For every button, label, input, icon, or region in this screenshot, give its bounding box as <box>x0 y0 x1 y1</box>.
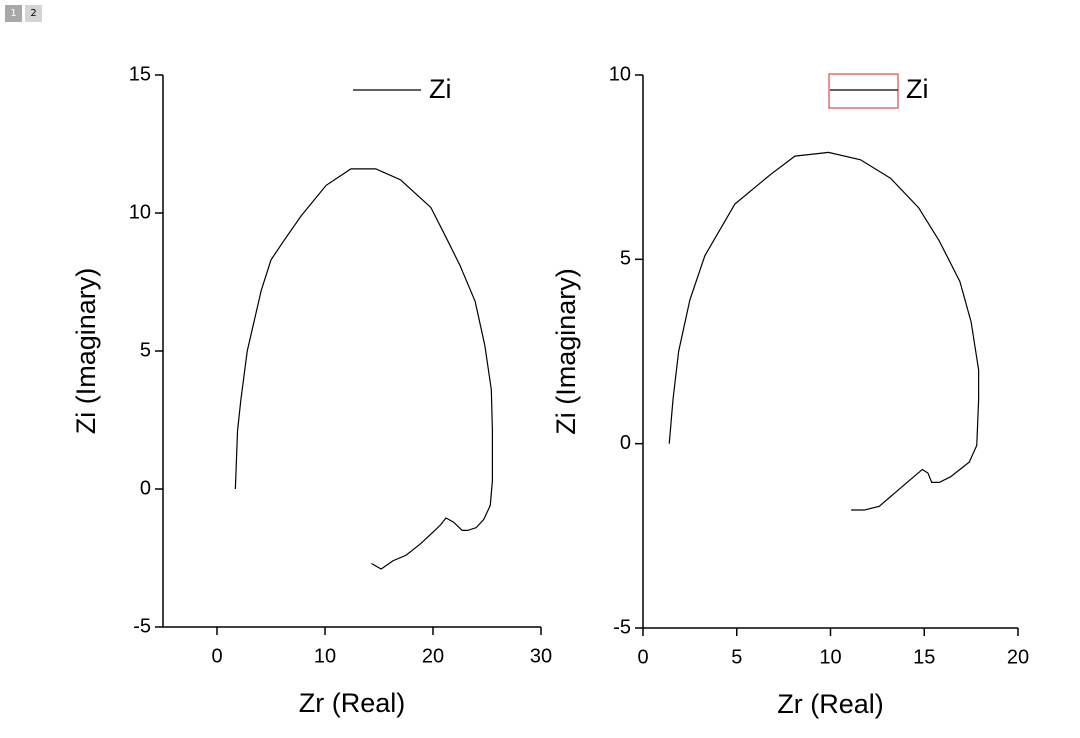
legend-label: Zi <box>429 74 452 104</box>
x-tick-label: 5 <box>731 646 742 668</box>
x-tick-label: 10 <box>314 645 336 667</box>
x-tick-label: 20 <box>1007 646 1029 668</box>
y-tick-label: 15 <box>129 63 151 85</box>
y-axis-title: Zi (Imaginary) <box>551 268 581 435</box>
x-tick-label: 0 <box>637 646 648 668</box>
x-tick-label: 30 <box>530 645 552 667</box>
line <box>234 168 493 570</box>
tab[interactable]: 1 <box>5 5 22 22</box>
line <box>668 151 980 511</box>
x-tick-label: 0 <box>211 645 222 667</box>
y-tick-label: -5 <box>613 616 631 638</box>
y-tick-label: -5 <box>133 615 151 637</box>
y-tick-label: 5 <box>140 339 151 361</box>
y-tick-label: 0 <box>140 477 151 499</box>
y-tick-label: 10 <box>609 63 631 85</box>
y-tick-label: 10 <box>129 201 151 223</box>
y-tick-label: 5 <box>620 248 631 270</box>
legend-label: Zi <box>906 74 929 104</box>
x-axis-title: Zr (Real) <box>299 688 406 718</box>
x-tick-label: 10 <box>819 646 841 668</box>
x-axis-title: Zr (Real) <box>777 689 884 719</box>
y-tick-label: 0 <box>620 432 631 454</box>
legend-selection <box>828 73 899 109</box>
tab[interactable]: 2 <box>25 5 42 22</box>
x-tick-label: 15 <box>913 646 935 668</box>
x-tick-label: 20 <box>422 645 444 667</box>
y-axis-title: Zi (Imaginary) <box>71 268 101 435</box>
